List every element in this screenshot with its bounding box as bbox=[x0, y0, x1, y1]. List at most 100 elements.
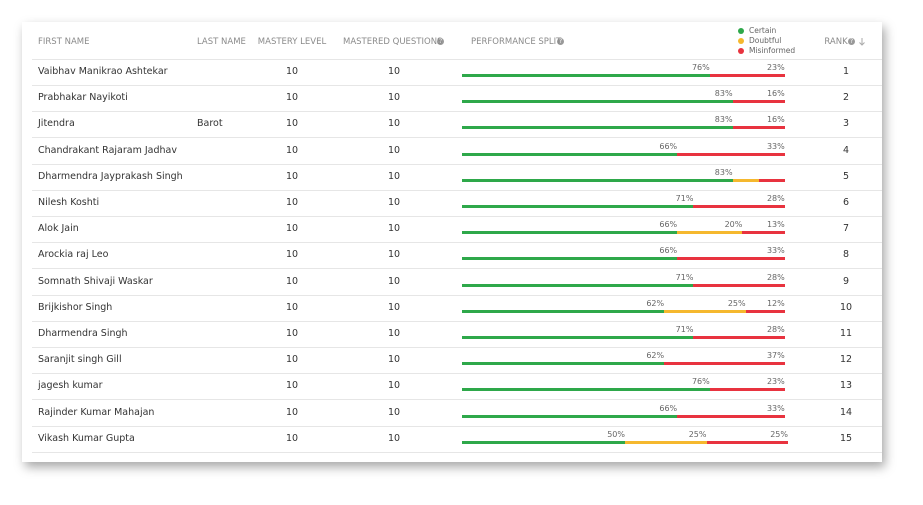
first-name: Chandrakant Rajaram Jadhav bbox=[38, 144, 177, 156]
mastered-questions: 10 bbox=[387, 249, 401, 261]
mastery-level: 10 bbox=[285, 118, 299, 130]
split-label: 76% bbox=[691, 63, 710, 72]
column-header: MASTERY LEVEL bbox=[257, 37, 327, 47]
split-segment bbox=[732, 126, 785, 130]
row-rule bbox=[32, 373, 882, 375]
row-rule bbox=[32, 347, 882, 348]
split-segment bbox=[677, 257, 785, 261]
mastery-level: 10 bbox=[285, 406, 299, 418]
column-header: LAST NAME bbox=[197, 37, 246, 47]
first-name: Alok Jain bbox=[38, 223, 79, 235]
row-rule bbox=[32, 294, 882, 296]
column-header: RANK bbox=[824, 37, 848, 47]
split-label: 33% bbox=[766, 246, 785, 256]
first-name: Dharmendra Singh bbox=[38, 328, 128, 339]
split-segment bbox=[677, 414, 785, 418]
split-label: 66% bbox=[659, 403, 678, 413]
rank: 10 bbox=[839, 301, 853, 313]
first-name: Nilesh Koshti bbox=[38, 197, 100, 208]
split-label: 33% bbox=[766, 141, 785, 151]
split-segment bbox=[693, 283, 785, 287]
split-label: 28% bbox=[766, 194, 785, 203]
split-segment bbox=[625, 440, 707, 444]
first-name: Arockia raj Leo bbox=[38, 249, 109, 261]
mastered-questions: 10 bbox=[387, 275, 401, 287]
mastery-level: 10 bbox=[285, 144, 299, 156]
split-segment bbox=[709, 388, 785, 392]
header-rule bbox=[32, 59, 882, 60]
split-label: 23% bbox=[766, 63, 785, 72]
mastered-questions: 10 bbox=[387, 66, 401, 77]
row-rule bbox=[32, 268, 882, 270]
last-name: Barot bbox=[197, 118, 223, 130]
rank: 1 bbox=[842, 66, 850, 77]
split-segment bbox=[677, 231, 743, 235]
first-name: Brijkishor Singh bbox=[38, 301, 113, 313]
split-segment bbox=[462, 100, 733, 104]
mastery-level: 10 bbox=[285, 328, 299, 339]
split-segment bbox=[664, 362, 785, 366]
split-label: 66% bbox=[659, 246, 678, 256]
mastery-level: 10 bbox=[285, 275, 299, 287]
help-icon[interactable]: ? bbox=[437, 38, 444, 45]
first-name: Jitendra bbox=[38, 118, 75, 130]
mastery-level: 10 bbox=[285, 170, 299, 182]
first-name: Dharmendra Jayprakash Singh bbox=[38, 170, 183, 182]
legend-dot bbox=[738, 48, 744, 54]
split-segment bbox=[462, 126, 733, 130]
row-rule bbox=[32, 163, 882, 165]
mastery-level: 10 bbox=[285, 223, 299, 235]
split-label: 20% bbox=[724, 220, 743, 230]
help-icon[interactable]: ? bbox=[848, 38, 855, 45]
split-segment bbox=[758, 178, 785, 182]
row-rule bbox=[32, 320, 882, 322]
split-segment bbox=[462, 336, 694, 339]
mastered-questions: 10 bbox=[387, 170, 401, 182]
split-label: 25% bbox=[770, 429, 788, 439]
split-label: 33% bbox=[766, 403, 785, 413]
split-label: 66% bbox=[659, 220, 678, 230]
row-rule bbox=[32, 137, 882, 139]
leaderboard-table: ? ? ? FIRST NAME LAST NAME MASTERY LEVEL MA… bbox=[22, 22, 882, 462]
legend-label: Doubtful bbox=[749, 36, 782, 45]
column-header: FIRST NAME bbox=[38, 37, 90, 47]
mastered-questions: 10 bbox=[387, 118, 401, 130]
column-header: MASTERED QUESTIONS bbox=[343, 37, 443, 47]
rank: 8 bbox=[842, 249, 850, 261]
split-segment bbox=[732, 100, 785, 104]
split-segment bbox=[462, 388, 710, 392]
mastered-questions: 10 bbox=[387, 328, 401, 339]
rank: 5 bbox=[842, 170, 850, 182]
split-label: 83% bbox=[714, 115, 733, 125]
mastery-level: 10 bbox=[285, 249, 299, 261]
mastered-questions: 10 bbox=[387, 223, 401, 235]
split-label: 25% bbox=[688, 429, 707, 439]
row-rule bbox=[32, 216, 882, 217]
split-label: 62% bbox=[646, 298, 665, 308]
split-label: 28% bbox=[766, 272, 785, 282]
legend-label: Misinformed bbox=[749, 46, 796, 55]
rank: 7 bbox=[842, 223, 850, 235]
row-rule bbox=[32, 85, 882, 86]
split-label: 25% bbox=[727, 298, 746, 308]
rank: 14 bbox=[839, 406, 853, 418]
split-segment bbox=[462, 440, 625, 444]
row-rule bbox=[32, 451, 882, 453]
split-label: 66% bbox=[659, 141, 678, 151]
rank: 3 bbox=[842, 118, 850, 130]
sort-arrow[interactable] bbox=[858, 37, 866, 46]
column-header: PERFORMANCE SPLIT bbox=[471, 37, 562, 47]
split-segment bbox=[462, 231, 678, 235]
mastered-questions: 10 bbox=[387, 354, 401, 366]
rank: 11 bbox=[839, 328, 853, 339]
help-icon[interactable]: ? bbox=[557, 38, 564, 45]
mastery-level: 10 bbox=[285, 301, 299, 313]
split-segment bbox=[693, 205, 785, 208]
split-segment bbox=[462, 205, 694, 208]
split-label: 16% bbox=[766, 89, 785, 99]
row-rule bbox=[32, 425, 882, 427]
rank: 12 bbox=[839, 354, 853, 366]
first-name: Rajinder Kumar Mahajan bbox=[38, 406, 155, 418]
split-label: 76% bbox=[691, 377, 710, 387]
